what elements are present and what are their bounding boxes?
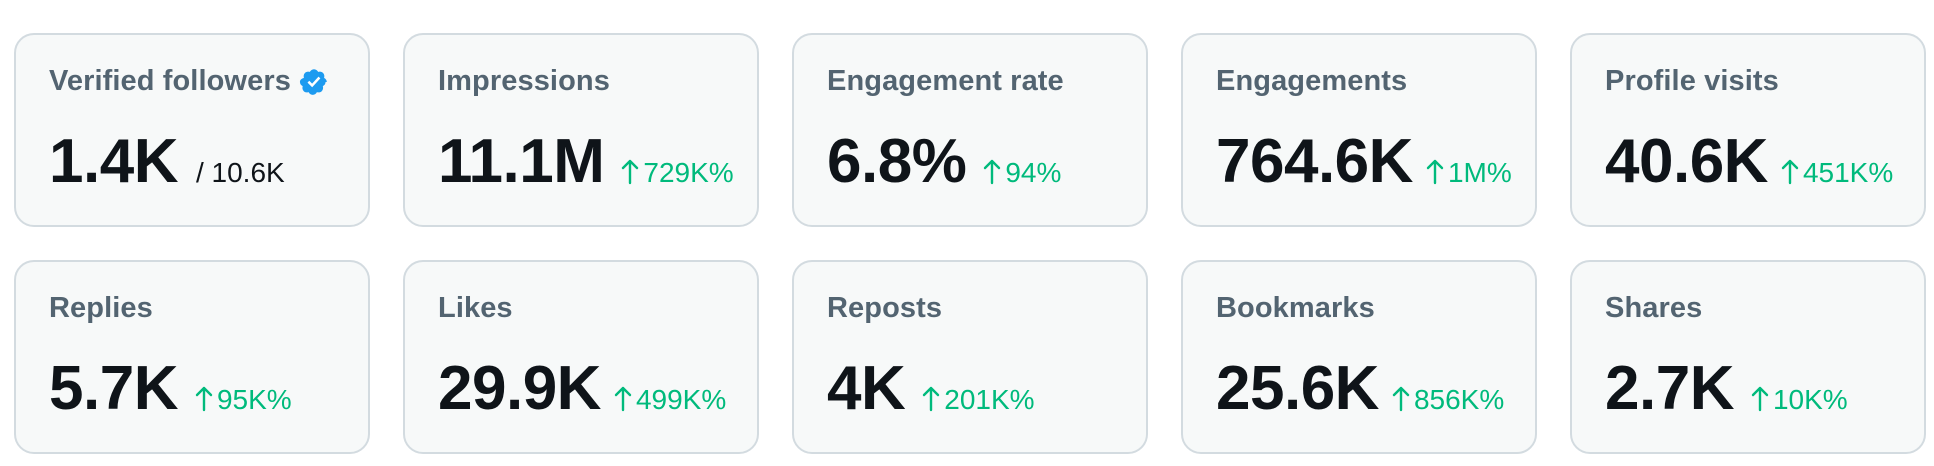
metric-value: 40.6K [1605,127,1768,196]
arrow-up-icon [622,159,639,185]
metric-title: Shares [1605,292,1703,324]
metric-title: Engagement rate [827,65,1064,97]
metric-value-row: 1.4K / 10.6K [49,131,285,193]
metric-value: 11.1M [438,127,605,196]
metric-value: 25.6K [1216,354,1379,423]
arrow-up-icon [923,386,940,412]
metric-value-row: 2.7K 10K% [1605,358,1848,420]
metric-value: 764.6K [1216,127,1413,196]
metric-title-text: Verified followers [49,65,291,97]
metric-value-row: 6.8% 94% [827,131,1061,193]
metric-title: Profile visits [1605,65,1779,97]
arrow-up-icon [1392,386,1410,412]
arrow-up-icon [614,386,632,412]
metric-delta-text: 856K% [1413,384,1505,415]
metric-delta: 1M% [1425,156,1512,189]
arrow-up-icon [195,386,213,412]
arrow-up-icon [1781,159,1799,185]
metric-delta: 95K% [194,383,292,416]
metric-card-reposts[interactable]: Reposts 4K 201K% [792,260,1148,454]
metric-title: Engagements [1216,65,1408,97]
metric-value-row: 25.6K 856K% [1216,358,1504,420]
metric-delta: 729K% [620,156,734,189]
metric-card-replies[interactable]: Replies 5.7K 95K% [14,260,370,454]
metric-card-impressions[interactable]: Impressions 11.1M 729K% [403,33,759,227]
metric-value-row: 29.9K 499K% [438,358,726,420]
metric-card-engagement-rate[interactable]: Engagement rate 6.8% 94% [792,33,1148,227]
metric-delta: 94% [982,156,1061,189]
arrow-up-icon [1426,159,1444,185]
metric-delta: 499K% [613,383,726,416]
metric-card-shares[interactable]: Shares 2.7K 10K% [1570,260,1926,454]
metric-delta-text: 10K% [1772,384,1848,415]
metric-total: / 10.6K [195,157,285,188]
metric-title: Verified followers [49,65,329,98]
metric-value: 2.7K [1605,354,1734,423]
metric-card-profile-visits[interactable]: Profile visits 40.6K 451K% [1570,33,1926,227]
metric-title: Impressions [438,65,610,97]
metric-delta: 856K% [1391,383,1504,416]
arrow-up-icon [984,159,1001,185]
metric-value-row: 11.1M 729K% [438,131,734,193]
metric-value-row: 40.6K 451K% [1605,131,1893,193]
metric-value: 6.8% [827,127,967,196]
metric-delta-text: 201K% [944,384,1035,415]
metric-value: 1.4K [49,127,178,196]
metric-delta: 10K% [1750,383,1848,416]
metric-value: 29.9K [438,354,601,423]
metric-delta: 451K% [1780,156,1893,189]
metric-delta-text: 499K% [635,384,727,415]
metric-title: Reposts [827,292,943,324]
arrow-up-icon [1751,386,1769,412]
metric-title: Replies [49,292,153,324]
metric-card-bookmarks[interactable]: Bookmarks 25.6K 856K% [1181,260,1537,454]
metric-delta-text: 451K% [1802,157,1894,188]
metric-card-verified-followers[interactable]: Verified followers 1.4K / 10.6K [14,33,370,227]
verified-badge-icon [299,68,327,95]
metric-delta-text: 94% [1005,157,1062,188]
metric-value-row: 4K 201K% [827,358,1035,420]
metric-value: 5.7K [49,354,178,423]
metric-value-row: 764.6K 1M% [1216,131,1512,193]
metric-delta-text: 729K% [643,157,734,188]
metric-card-engagements[interactable]: Engagements 764.6K 1M% [1181,33,1537,227]
metric-card-likes[interactable]: Likes 29.9K 499K% [403,260,759,454]
metric-title: Bookmarks [1216,292,1375,324]
metric-value-row: 5.7K 95K% [49,358,292,420]
metric-delta: 201K% [921,383,1035,416]
metric-delta-text: 1M% [1447,157,1512,188]
metric-delta-text: 95K% [216,384,292,415]
metric-title: Likes [438,292,513,324]
metric-value: 4K [827,354,906,423]
